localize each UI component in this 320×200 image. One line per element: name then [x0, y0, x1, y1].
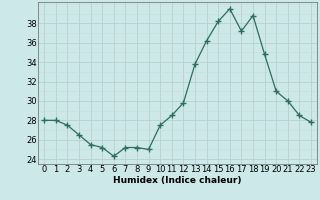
X-axis label: Humidex (Indice chaleur): Humidex (Indice chaleur): [113, 176, 242, 185]
